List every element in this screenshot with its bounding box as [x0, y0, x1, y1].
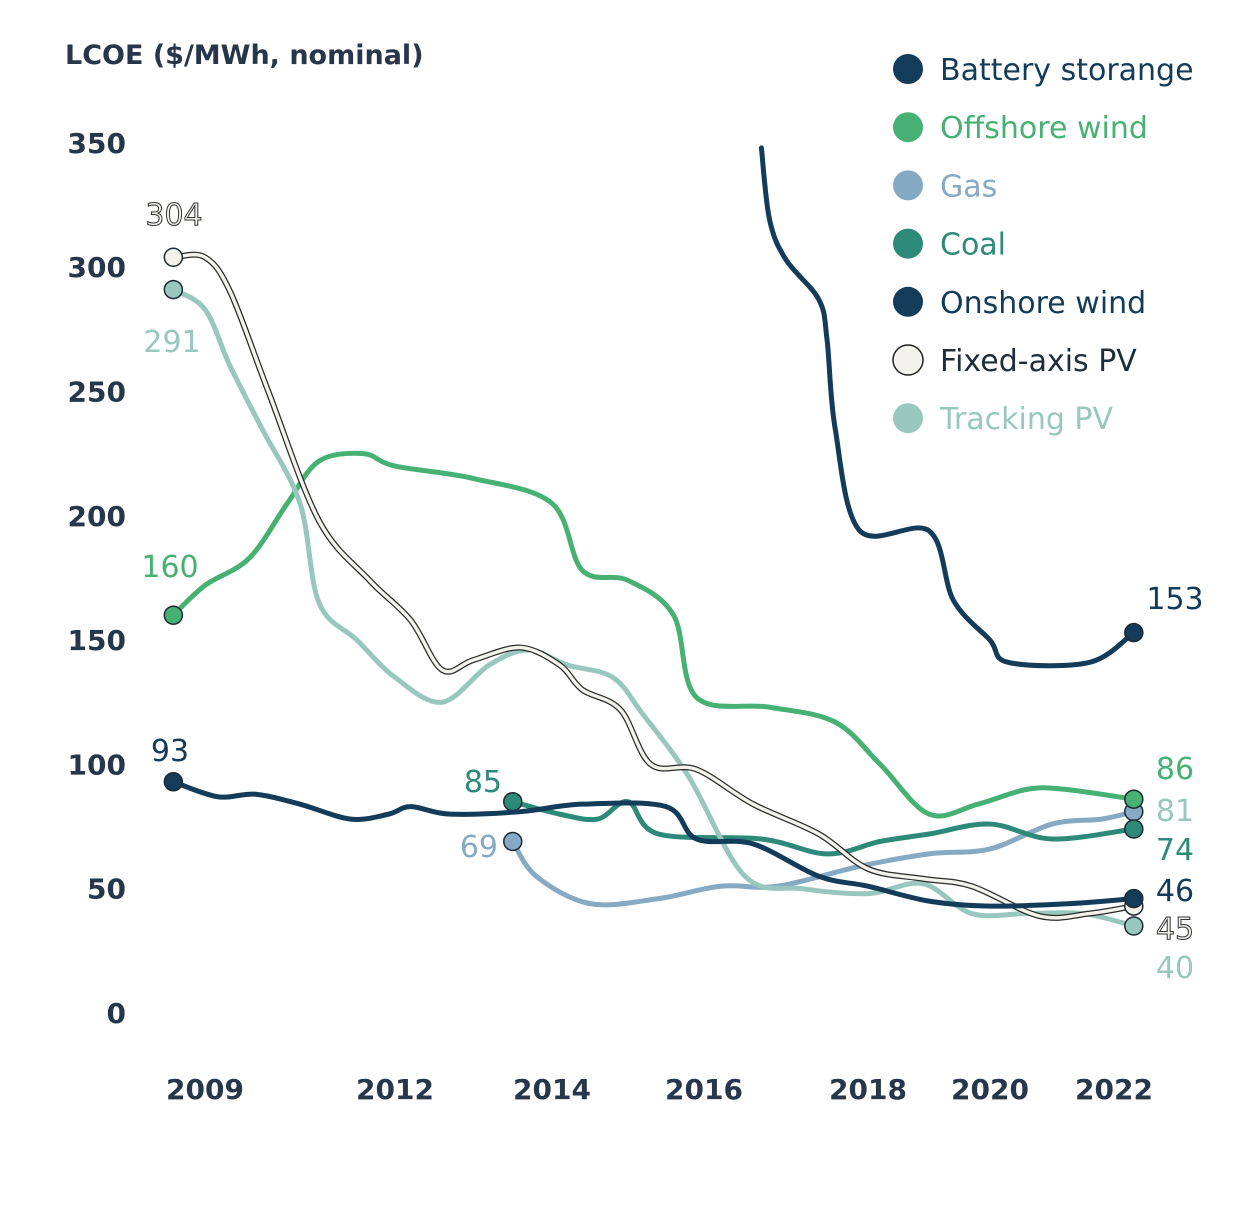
x-tick-label: 2014	[513, 1073, 591, 1106]
legend-swatch	[893, 112, 923, 143]
legend-label: Fixed-axis PV	[940, 344, 1137, 379]
y-tick-label: 300	[68, 251, 126, 284]
end-point-coal	[1124, 819, 1144, 839]
legend-item: Tracking PV	[893, 402, 1114, 437]
end-value-label-gas: 81	[1156, 794, 1194, 829]
end-point-offshore-wind	[1124, 789, 1144, 809]
legend-item: Gas	[893, 169, 997, 204]
series-line-onshore-wind	[170, 779, 1137, 909]
y-axis-title: LCOE ($/MWh, nominal)	[65, 40, 424, 71]
legend-label: Tracking PV	[939, 402, 1114, 437]
start-point-offshore-wind	[163, 605, 184, 625]
end-value-label-fixed-axis-pv: 45	[1156, 912, 1194, 947]
x-tick-label: 2018	[829, 1073, 907, 1106]
start-value-label-tracking-pv: 291	[143, 325, 200, 360]
series-line-tracking-pv	[170, 287, 1137, 929]
end-point-battery-storange	[1124, 622, 1144, 643]
legend-label: Gas	[940, 169, 997, 204]
start-point-onshore-wind	[163, 772, 184, 792]
series-line-fixed-axis-pv	[171, 252, 1136, 920]
start-point-gas	[503, 831, 523, 852]
legend-label: Offshore wind	[940, 111, 1148, 146]
start-value-label-coal: 85	[464, 765, 502, 800]
start-value-label-gas: 69	[460, 830, 498, 865]
x-tick-label: 2012	[356, 1073, 434, 1106]
legend-item: Coal	[893, 228, 1006, 263]
end-point-tracking-pv	[1124, 916, 1144, 936]
series-line-battery-storange	[758, 145, 1137, 669]
legend-label: Onshore wind	[940, 286, 1146, 321]
start-value-label-offshore-wind: 160	[141, 550, 198, 585]
legend-item: Offshore wind	[893, 111, 1148, 146]
start-point-coal	[503, 791, 523, 812]
legend-swatch	[893, 54, 923, 84]
start-point-tracking-pv	[163, 279, 184, 300]
y-tick-label: 350	[68, 127, 126, 160]
legend-swatch	[893, 403, 923, 434]
legend-label: Coal	[940, 228, 1006, 263]
end-value-label-offshore-wind: 86	[1156, 752, 1194, 787]
legend-swatch	[893, 170, 923, 201]
y-tick-label: 200	[68, 500, 126, 533]
legend-swatch	[892, 344, 924, 376]
series-line-offshore-wind	[170, 450, 1137, 819]
y-tick-label: 250	[68, 376, 126, 409]
start-value-label-onshore-wind: 93	[151, 734, 189, 769]
y-tick-label: 150	[68, 624, 126, 657]
y-tick-label: 50	[87, 873, 126, 906]
x-tick-label: 2020	[951, 1073, 1029, 1106]
legend-item: Onshore wind	[893, 286, 1146, 321]
end-value-label-onshore-wind: 46	[1156, 874, 1194, 909]
x-tick-label: 2009	[166, 1073, 244, 1106]
start-point-fixed-axis-pv	[163, 247, 184, 268]
end-value-label-battery-storange: 153	[1146, 582, 1203, 617]
start-value-label-fixed-axis-pv: 304	[145, 198, 202, 233]
end-value-label-coal: 74	[1156, 833, 1194, 868]
legend-label: Battery storange	[940, 53, 1194, 88]
legend-swatch	[893, 228, 923, 259]
legend-item: Fixed-axis PV	[892, 344, 1137, 379]
legend-swatch	[893, 286, 923, 317]
y-tick-label: 0	[107, 997, 126, 1030]
legend-item: Battery storange	[893, 53, 1194, 88]
y-tick-label: 100	[68, 748, 126, 781]
end-value-label-tracking-pv: 40	[1156, 951, 1194, 986]
end-point-onshore-wind	[1124, 888, 1144, 909]
x-tick-label: 2016	[665, 1073, 743, 1106]
x-tick-label: 2022	[1075, 1073, 1153, 1106]
series-line-coal	[510, 799, 1137, 857]
